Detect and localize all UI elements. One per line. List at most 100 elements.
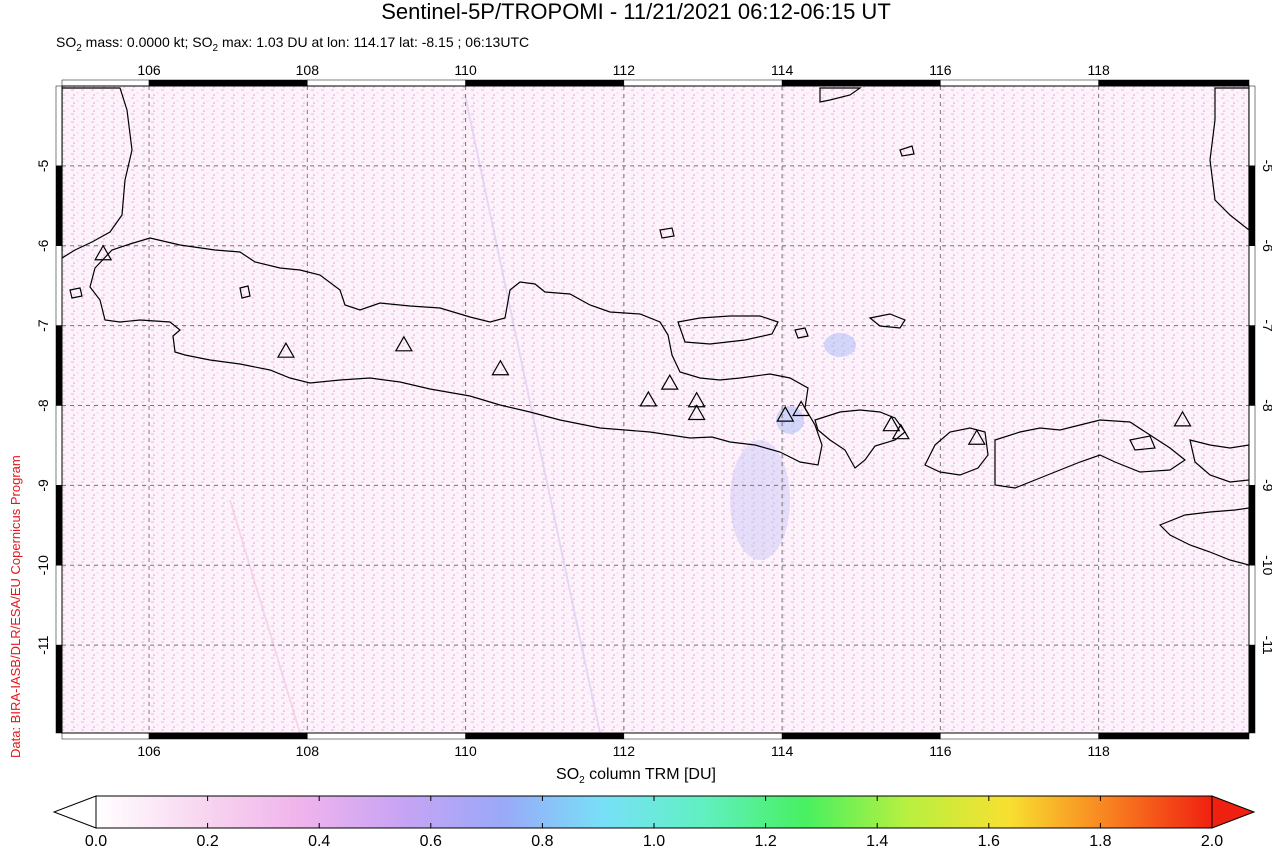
- frame-bar-top: [781, 79, 941, 87]
- colorbar: [52, 795, 1256, 829]
- volcano-marker: [792, 400, 811, 417]
- frame-bar-top: [61, 79, 150, 87]
- so2-swath-streak: [464, 94, 601, 733]
- colorbar-tick-label: 0.6: [419, 833, 442, 850]
- colorbar-label: SO2 column TRM [DU]: [0, 766, 1272, 786]
- so2-enhanced-patch: [730, 440, 790, 560]
- frame-bar-top: [307, 79, 466, 87]
- latitude-tick-label-left: -7: [35, 319, 51, 332]
- coastline-java: [89, 237, 823, 466]
- frame-bar-left: [55, 165, 63, 247]
- colorbar-tick-label: 2.0: [1200, 833, 1224, 850]
- longitude-tick-label-top: 114: [771, 62, 794, 78]
- latitude-tick-label-left: -8: [35, 399, 51, 412]
- volcano-marker: [1173, 410, 1192, 427]
- volcano-marker: [687, 404, 706, 421]
- colorbar-label-part: column TRM [DU]: [584, 766, 716, 783]
- volcano-markers: [94, 244, 1192, 445]
- longitude-tick-label-bottom: 118: [1087, 743, 1110, 759]
- volcano-marker: [394, 335, 413, 352]
- longitude-tick-label-top: 118: [1087, 62, 1110, 78]
- colorbar-under-arrow: [52, 795, 97, 829]
- latitude-tick-label-left: -5: [35, 159, 51, 172]
- frame-bar-top: [940, 79, 1099, 87]
- longitude-tick-labels: 106 106 108 108 110 110 112 112 114 114 116 116 118 1…: [137, 62, 1110, 759]
- coastline-islet: [659, 227, 675, 239]
- longitude-tick-label-top: 116: [929, 62, 952, 78]
- colorbar-tick-label: 1.0: [642, 833, 666, 850]
- frame-bar-left: [55, 405, 63, 486]
- frame-bar-left: [55, 85, 63, 167]
- volcano-marker: [276, 341, 295, 358]
- latitude-tick-label-left: -9: [35, 479, 51, 492]
- frame-bar-bottom: [1098, 732, 1250, 740]
- frame-bar-top: [623, 79, 783, 87]
- latitude-tick-label-left: -11: [35, 635, 51, 654]
- longitude-tick-label-top: 110: [454, 62, 477, 78]
- longitude-tick-label-top: 108: [296, 62, 320, 78]
- subtitle-part: mass: 0.0000 kt; SO: [81, 34, 213, 50]
- frame-bar-right: [1248, 565, 1256, 646]
- colorbar-tick-label: 0.0: [84, 833, 108, 850]
- frame-bar-left: [55, 644, 63, 734]
- so2-enhanced-patch: [776, 406, 804, 434]
- coastline-sumba: [1158, 507, 1249, 566]
- frame-bar-left: [55, 565, 63, 646]
- frame-bar-bottom: [623, 732, 783, 740]
- coastline-islet: [69, 287, 83, 299]
- coastlines: [62, 87, 1249, 566]
- frame-bar-left: [55, 325, 63, 406]
- frame-bar-bottom: [61, 732, 150, 740]
- frame-bar-right: [1248, 405, 1256, 486]
- colorbar-tick-label: 0.4: [308, 833, 331, 850]
- so2-enhanced-patch: [824, 333, 856, 357]
- volcano-marker: [967, 429, 986, 445]
- frame-bar-right: [1248, 485, 1256, 566]
- coastline-islet: [794, 327, 809, 339]
- map-frame: [61, 85, 1250, 734]
- so2-background-noise: [62, 86, 1249, 733]
- colorbar-tick-label: 0.8: [531, 833, 554, 850]
- latitude-tick-label-right: -10: [1260, 555, 1272, 575]
- map-subtitle: SO2 mass: 0.0000 kt; SO2 max: 1.03 DU at…: [56, 34, 529, 57]
- coastline-islet: [899, 145, 915, 157]
- colorbar-label-part: SO: [556, 766, 580, 783]
- latitude-tick-label-right: -6: [1260, 240, 1272, 253]
- longitude-tick-label-bottom: 108: [296, 743, 320, 759]
- frame-bar-bottom: [465, 732, 625, 740]
- latitude-tick-label-right: -9: [1260, 479, 1272, 492]
- volcano-marker: [882, 415, 901, 432]
- map-gridlines: [62, 86, 1249, 733]
- colorbar-tick-label: 1.4: [866, 833, 889, 850]
- longitude-tick-label-bottom: 116: [929, 743, 952, 759]
- frame-bar-right: [1248, 245, 1256, 326]
- frame-bar-top: [465, 79, 625, 87]
- colorbar-tick-label: 1.8: [1089, 833, 1112, 850]
- frame-bar-right: [1248, 165, 1256, 247]
- colorbar-over-arrow: [1211, 795, 1256, 829]
- volcano-marker: [687, 391, 706, 408]
- frame-bar-right: [1248, 644, 1256, 734]
- latitude-tick-label-right: -5: [1260, 160, 1272, 173]
- frame-bar-left: [55, 485, 63, 566]
- longitude-tick-label-top: 112: [613, 62, 636, 78]
- frame-bar-bottom: [148, 732, 308, 740]
- frame-bar-bottom: [781, 732, 941, 740]
- volcano-marker: [891, 423, 910, 440]
- coastline-islet: [239, 285, 251, 299]
- subtitle-subscript: 2: [212, 42, 219, 54]
- latitude-tick-label-right: -7: [1260, 319, 1272, 332]
- coastline-lombok: [924, 427, 989, 476]
- coastline-bali: [814, 409, 906, 469]
- subtitle-part: SO: [56, 34, 77, 50]
- frame-bar-left: [55, 245, 63, 326]
- latitude-tick-label-left: -6: [35, 239, 51, 252]
- volcano-marker: [639, 390, 658, 407]
- latitude-tick-label-right: -11: [1260, 636, 1272, 655]
- coastline-sulawesi: [1209, 87, 1249, 231]
- coastline-sumatra: [62, 87, 133, 259]
- frame-bar-right: [1248, 325, 1256, 406]
- volcano-marker: [491, 359, 510, 376]
- coastline-islet: [1129, 435, 1156, 451]
